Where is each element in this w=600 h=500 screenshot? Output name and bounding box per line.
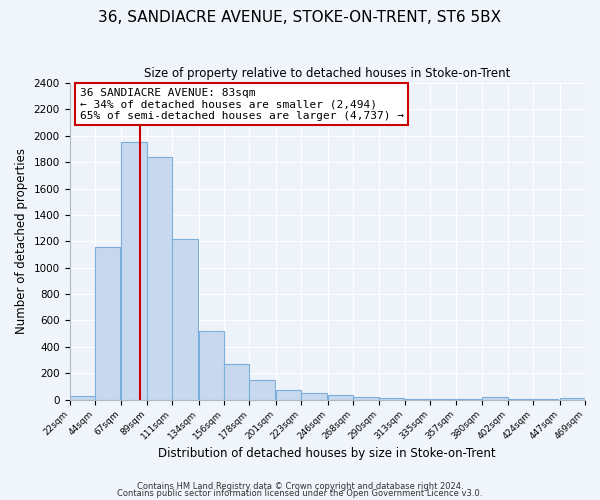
Bar [353, 397, 379, 400]
Bar [508, 399, 533, 400]
Bar [250, 380, 275, 400]
Bar [224, 364, 250, 400]
Bar [121, 142, 147, 400]
Bar [172, 238, 197, 400]
Bar [560, 398, 585, 400]
Text: Contains public sector information licensed under the Open Government Licence v3: Contains public sector information licen… [118, 490, 482, 498]
Title: Size of property relative to detached houses in Stoke-on-Trent: Size of property relative to detached ho… [144, 68, 511, 80]
Bar [276, 390, 301, 400]
Text: 36, SANDIACRE AVENUE, STOKE-ON-TRENT, ST6 5BX: 36, SANDIACRE AVENUE, STOKE-ON-TRENT, ST… [98, 10, 502, 25]
Bar [405, 399, 430, 400]
Bar [379, 398, 404, 400]
Bar [199, 331, 224, 400]
Text: 36 SANDIACRE AVENUE: 83sqm
← 34% of detached houses are smaller (2,494)
65% of s: 36 SANDIACRE AVENUE: 83sqm ← 34% of deta… [80, 88, 404, 121]
Bar [147, 157, 172, 400]
Y-axis label: Number of detached properties: Number of detached properties [15, 148, 28, 334]
Bar [482, 397, 508, 400]
Bar [301, 393, 326, 400]
Bar [456, 399, 481, 400]
Bar [533, 399, 559, 400]
Text: Contains HM Land Registry data © Crown copyright and database right 2024.: Contains HM Land Registry data © Crown c… [137, 482, 463, 491]
Bar [328, 395, 353, 400]
Bar [430, 399, 456, 400]
Bar [70, 396, 95, 400]
Bar [95, 248, 120, 400]
X-axis label: Distribution of detached houses by size in Stoke-on-Trent: Distribution of detached houses by size … [158, 447, 496, 460]
